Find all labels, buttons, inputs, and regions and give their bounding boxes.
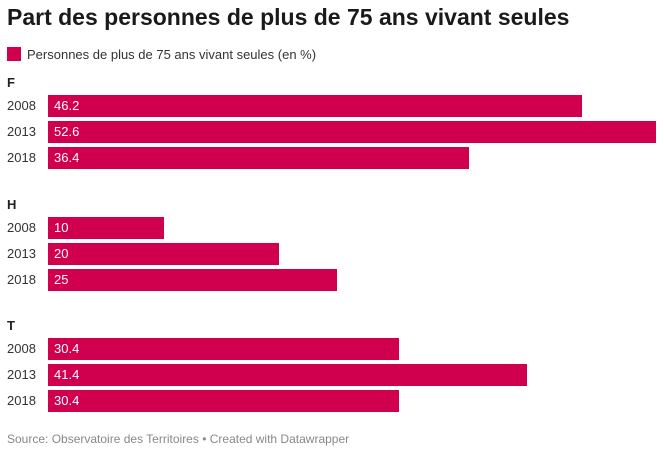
bar-h-2008: [48, 217, 164, 239]
year-label: 2008: [7, 220, 36, 235]
legend: Personnes de plus de 75 ans vivant seule…: [7, 45, 316, 63]
bar-value-label: 41.4: [54, 367, 80, 382]
source-note: Source: Observatoire des Territoires • C…: [7, 432, 350, 446]
legend-swatch: [7, 47, 21, 61]
bar-h-2018: [48, 269, 337, 291]
bar-value-label: 52.6: [54, 124, 80, 139]
bar-f-2018: [48, 147, 469, 169]
bar-value-label: 10: [54, 220, 69, 235]
year-label: 2008: [7, 341, 36, 356]
year-label: 2013: [7, 246, 36, 261]
bar-t-2013: [48, 364, 527, 386]
bar-t-2008: [48, 338, 399, 360]
bar-f-2013: [48, 121, 656, 143]
year-label: 2018: [7, 272, 36, 287]
bar-value-label: 20: [54, 246, 69, 261]
bar-value-label: 25: [54, 272, 69, 287]
year-label: 2018: [7, 150, 36, 165]
bar-value-label: 46.2: [54, 98, 80, 113]
year-label: 2018: [7, 393, 36, 408]
bar-h-2013: [48, 243, 279, 265]
chart-title: Part des personnes de plus de 75 ans viv…: [7, 4, 570, 30]
bar-t-2018: [48, 390, 399, 412]
year-label: 2013: [7, 367, 36, 382]
year-label: 2008: [7, 98, 36, 113]
group-label-f: F: [7, 75, 15, 90]
bar-value-label: 30.4: [54, 341, 80, 356]
group-label-h: H: [7, 197, 17, 212]
legend-label: Personnes de plus de 75 ans vivant seule…: [27, 46, 317, 62]
group-label-t: T: [7, 318, 15, 333]
bar-f-2008: [48, 95, 582, 117]
bar-value-label: 36.4: [54, 150, 80, 165]
bar-value-label: 30.4: [54, 393, 80, 408]
year-label: 2013: [7, 124, 36, 139]
